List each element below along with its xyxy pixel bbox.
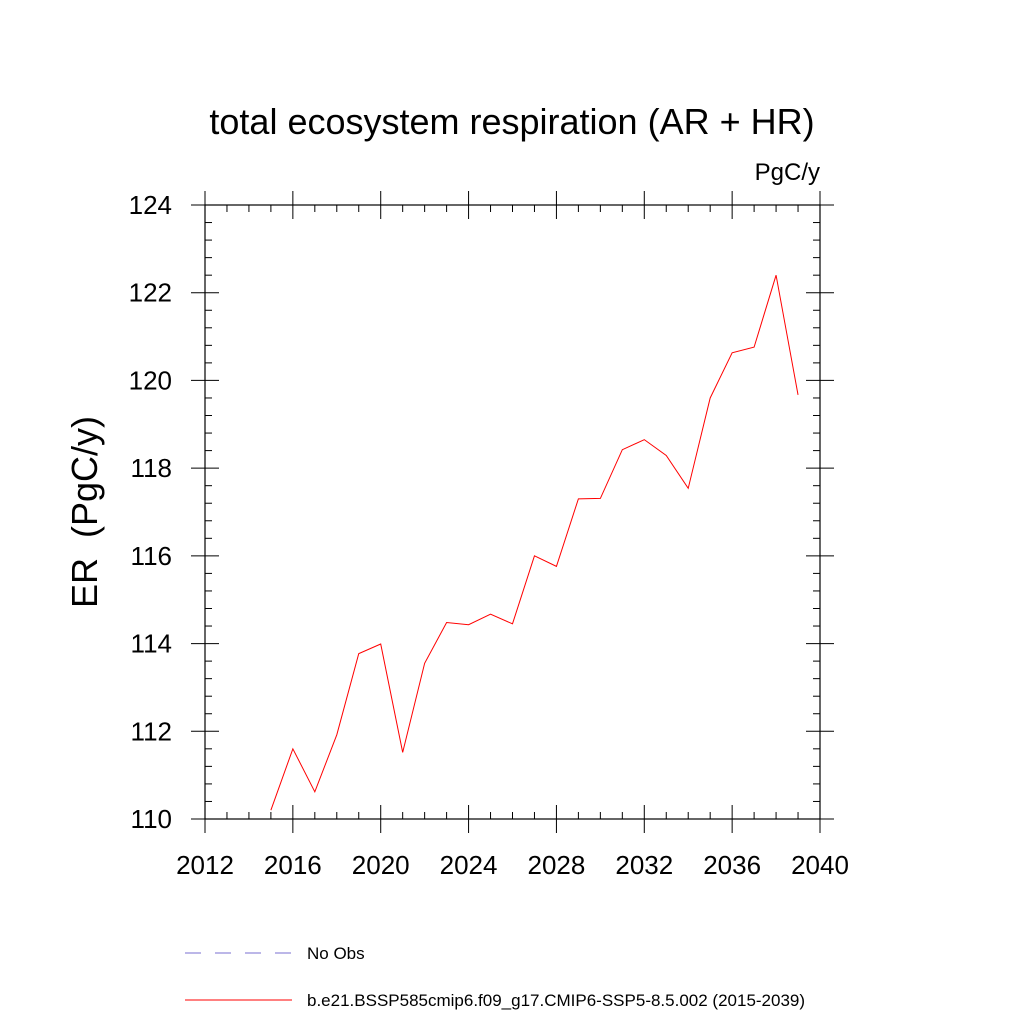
- series-line: [270, 275, 799, 811]
- y-tick-labels: 110 112 114 116 118 120 122 124: [129, 190, 172, 834]
- x-tick-label: 2032: [615, 850, 673, 880]
- y-tick-label: 122: [129, 278, 172, 308]
- x-tick-label: 2012: [176, 850, 234, 880]
- y-axis-label: ER (PgC/y): [64, 416, 105, 608]
- x-tick-label: 2036: [703, 850, 761, 880]
- y-tick-label: 110: [131, 804, 172, 834]
- plot-frame: [204, 204, 821, 820]
- y-tick-label: 118: [131, 453, 172, 483]
- axis-ticks: [191, 191, 834, 833]
- legend: No Obs b.e21.BSSP585cmip6.f09_g17.CMIP6-…: [185, 944, 805, 1010]
- y-tick-label: 114: [131, 629, 172, 659]
- y-tick-label: 116: [131, 541, 172, 571]
- x-tick-label: 2020: [352, 850, 410, 880]
- legend-label-model-run: b.e21.BSSP585cmip6.f09_g17.CMIP6-SSP5-8.…: [307, 991, 805, 1010]
- x-tick-labels: 2012 2016 2020 2024 2028 2032 2036 2040: [176, 850, 849, 880]
- y-tick-label: 120: [129, 365, 172, 395]
- legend-label-no-obs: No Obs: [307, 944, 365, 963]
- x-tick-label: 2016: [264, 850, 322, 880]
- y-tick-label: 124: [129, 190, 172, 220]
- x-tick-label: 2028: [528, 850, 586, 880]
- chart-title: total ecosystem respiration (AR + HR): [209, 101, 814, 142]
- units-label: PgC/y: [755, 159, 820, 186]
- series-layer: [270, 275, 799, 811]
- y-tick-label: 112: [131, 716, 172, 746]
- x-tick-label: 2024: [440, 850, 498, 880]
- x-tick-label: 2040: [791, 850, 849, 880]
